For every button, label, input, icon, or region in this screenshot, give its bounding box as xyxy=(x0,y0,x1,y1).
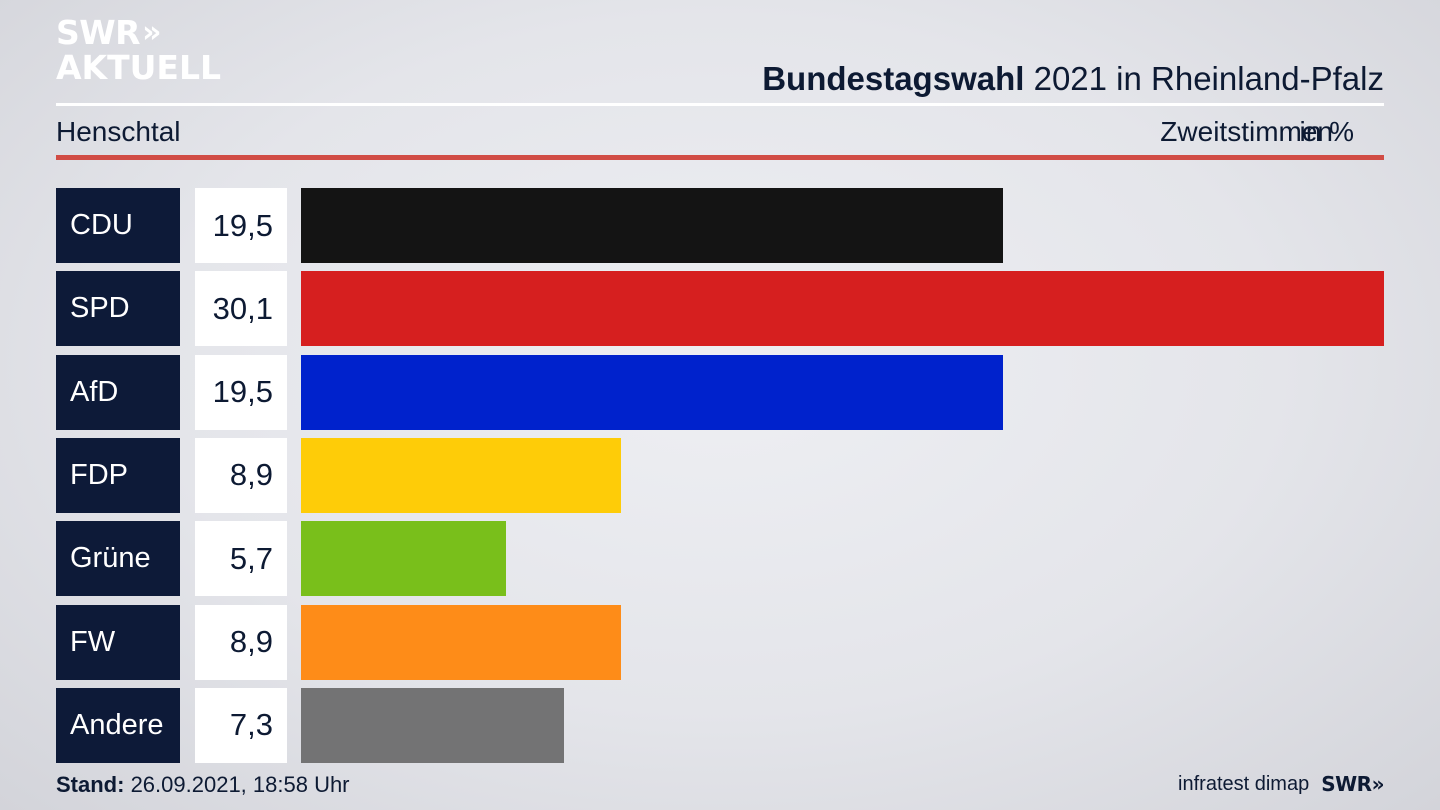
value-label: 19,5 xyxy=(195,188,287,263)
bar-row: Grüne 5,7 xyxy=(56,521,1384,597)
accent-divider xyxy=(56,155,1384,160)
bar xyxy=(301,521,507,597)
party-label: Andere xyxy=(56,687,180,763)
logo-chevron-icon: » xyxy=(142,14,162,50)
unit-label: in % xyxy=(1299,116,1354,147)
measure-label: Zweitstimmen xyxy=(1160,116,1333,147)
party-label: AfD xyxy=(56,354,180,430)
stand-value: 26.09.2021, 18:58 Uhr xyxy=(124,772,350,797)
stand-label: Stand: xyxy=(56,772,125,797)
value-label: 30,1 xyxy=(195,271,287,347)
bar xyxy=(301,604,622,680)
bar-row: CDU 19,5 xyxy=(56,188,1384,263)
party-label: FDP xyxy=(56,437,180,513)
bar-row: Andere 7,3 xyxy=(56,687,1384,763)
region-name: Henschtal xyxy=(56,116,181,147)
bar xyxy=(301,188,1003,263)
party-label: CDU xyxy=(56,188,180,263)
bar xyxy=(301,687,564,763)
bar-row: AfD 19,5 xyxy=(56,354,1384,430)
chart-title: Bundestagswahl 2021 in Rheinland-Pfalz xyxy=(762,60,1384,98)
value-label: 7,3 xyxy=(195,687,287,763)
bar-row: FDP 8,9 xyxy=(56,437,1384,513)
bar-row: SPD 30,1 xyxy=(56,271,1384,347)
title-rest: 2021 in Rheinland-Pfalz xyxy=(1024,60,1384,97)
timestamp: Stand: 26.09.2021, 18:58 Uhr xyxy=(56,772,350,798)
header-divider xyxy=(56,103,1384,106)
party-label: Grüne xyxy=(56,521,180,597)
party-label: FW xyxy=(56,604,180,680)
source-label: infratest dimap xyxy=(1178,772,1310,795)
value-label: 8,9 xyxy=(195,604,287,680)
footer-credits: infratest dimap SWR» xyxy=(1178,772,1384,796)
swr-logo: SWR» xyxy=(1321,772,1384,796)
value-label: 8,9 xyxy=(195,437,287,513)
value-label: 5,7 xyxy=(195,521,287,597)
swr-aktuell-logo: SWR» AKTUELL xyxy=(56,16,221,84)
bar-row: FW 8,9 xyxy=(56,604,1384,680)
value-label: 19,5 xyxy=(195,354,287,430)
title-bold: Bundestagswahl xyxy=(762,60,1025,97)
party-label: SPD xyxy=(56,271,180,347)
bar xyxy=(301,354,1003,430)
logo-aktuell-text: AKTUELL xyxy=(56,48,222,87)
bar xyxy=(301,271,1384,347)
bar xyxy=(301,437,622,513)
logo-swr-text: SWR xyxy=(56,13,141,52)
